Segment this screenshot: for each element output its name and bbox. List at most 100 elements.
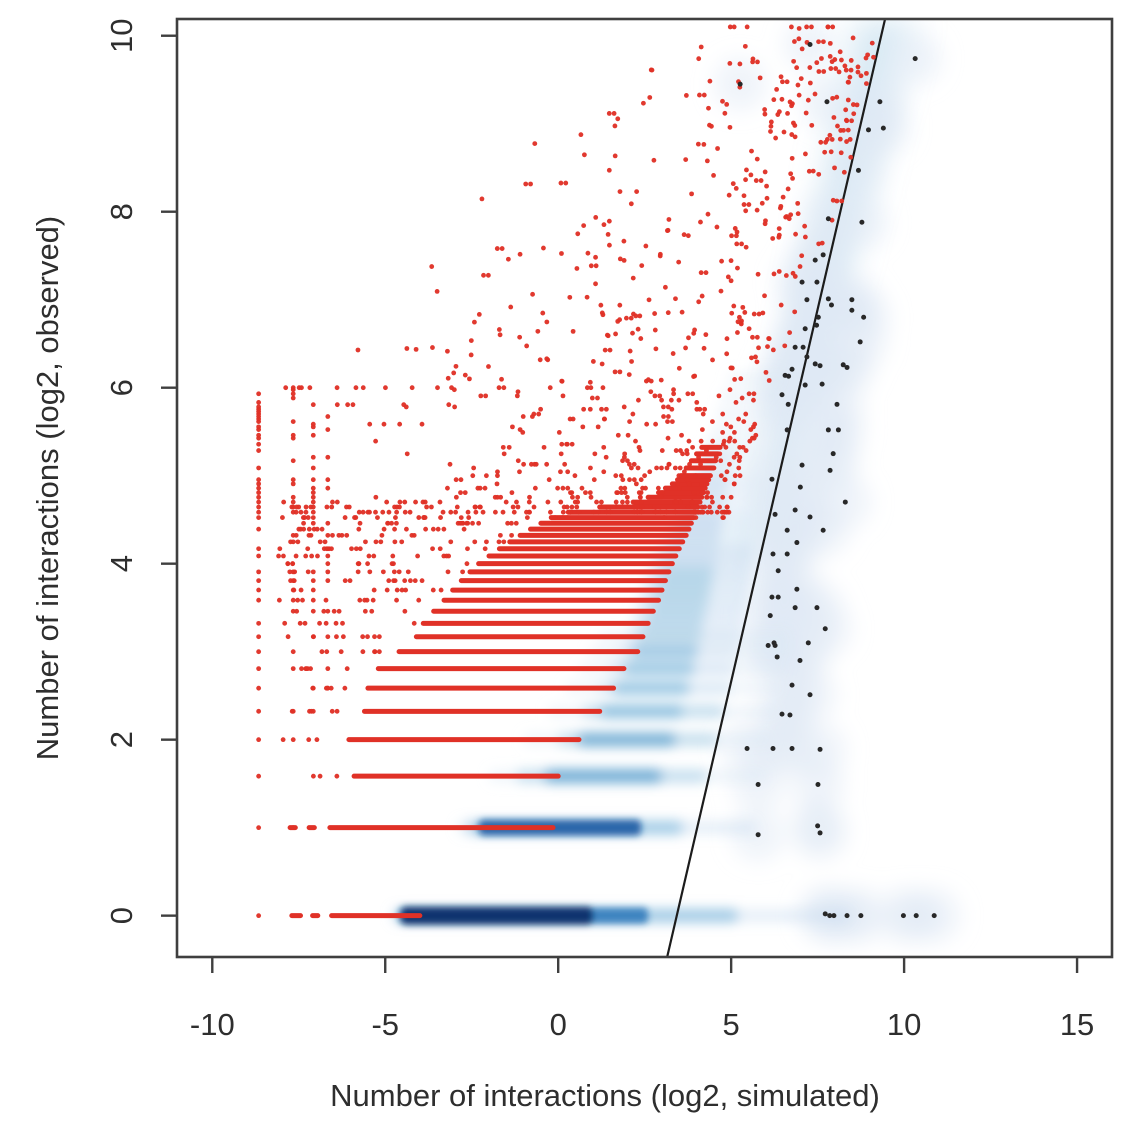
black-point (849, 297, 855, 303)
red-point (740, 304, 746, 310)
red-point (617, 317, 623, 323)
red-point (738, 376, 744, 382)
red-point (622, 490, 628, 496)
black-point (789, 745, 795, 751)
red-point (290, 569, 296, 575)
red-point (799, 253, 805, 259)
red-point (340, 634, 346, 640)
red-point (864, 70, 869, 76)
red-point (690, 391, 696, 397)
red-point (302, 620, 308, 626)
red-point (653, 346, 659, 352)
red-point (662, 284, 668, 290)
density-band (710, 425, 770, 439)
red-point (323, 620, 329, 626)
red-point (290, 587, 296, 593)
red-point (622, 451, 628, 457)
red-point (746, 202, 752, 207)
red-point (565, 485, 571, 491)
red-point (440, 509, 446, 515)
red-point (615, 504, 621, 510)
red-point (762, 221, 768, 227)
density-band (720, 389, 782, 403)
red-point (665, 404, 671, 410)
red-point (371, 587, 377, 593)
red-point (816, 241, 822, 247)
red-point (325, 553, 331, 559)
black-point (815, 314, 821, 320)
red-point (574, 266, 580, 271)
black-point (772, 643, 778, 649)
red-point (741, 202, 747, 207)
red-point (858, 73, 864, 79)
red-point (689, 499, 695, 505)
red-point (372, 649, 378, 655)
red-point (591, 509, 597, 515)
red-point (505, 520, 511, 526)
red-point (497, 532, 503, 538)
red-point (700, 411, 706, 417)
red-point (319, 526, 325, 532)
red-point (740, 444, 746, 450)
red-point (473, 509, 479, 515)
red-point (310, 494, 316, 500)
red-point (256, 825, 262, 831)
red-point (256, 546, 262, 552)
red-point (329, 546, 334, 552)
red-point (526, 499, 532, 505)
red-point (546, 477, 552, 483)
density-layer-core (399, 819, 649, 925)
red-point (460, 569, 466, 575)
red-point (832, 165, 837, 171)
black-point (880, 125, 886, 131)
black-point (784, 527, 790, 533)
red-point (290, 504, 296, 510)
red-point (373, 494, 379, 500)
red-point (763, 369, 769, 375)
black-point (789, 682, 795, 688)
x-tick-label: -10 (190, 1007, 235, 1042)
red-point (737, 473, 743, 479)
red-point (635, 465, 641, 471)
red-point (466, 515, 472, 520)
plot-area (256, 19, 961, 957)
red-point (781, 129, 787, 135)
red-point (604, 509, 610, 515)
red-point (256, 432, 262, 438)
red-point (569, 441, 575, 447)
red-point (454, 504, 460, 510)
black-point (814, 279, 820, 285)
red-point (864, 81, 869, 86)
red-point (285, 634, 291, 640)
red-point (593, 215, 599, 220)
density-band (701, 454, 735, 468)
red-point (394, 504, 400, 510)
red-point (679, 432, 684, 438)
red-point (384, 587, 390, 593)
y-tick-label: 4 (104, 555, 139, 572)
red-point (735, 330, 740, 335)
red-point (693, 473, 698, 479)
red-point (435, 526, 441, 532)
red-point (453, 477, 459, 483)
red-point (753, 178, 759, 183)
red-point (515, 389, 521, 395)
red-point (789, 155, 795, 161)
red-point (329, 708, 335, 714)
red-point (711, 173, 716, 178)
red-point (391, 569, 397, 575)
red-point (644, 378, 649, 384)
red-point (317, 539, 323, 545)
red-point (276, 553, 281, 559)
red-point (373, 539, 379, 545)
density-band (727, 372, 787, 386)
red-point (471, 465, 477, 471)
red-point (334, 773, 340, 779)
red-point (603, 406, 609, 412)
red-point (589, 395, 595, 401)
red-point (547, 385, 553, 391)
red-point (741, 193, 747, 199)
red-point (362, 608, 368, 614)
red-point (690, 444, 695, 450)
red-point (653, 421, 659, 427)
